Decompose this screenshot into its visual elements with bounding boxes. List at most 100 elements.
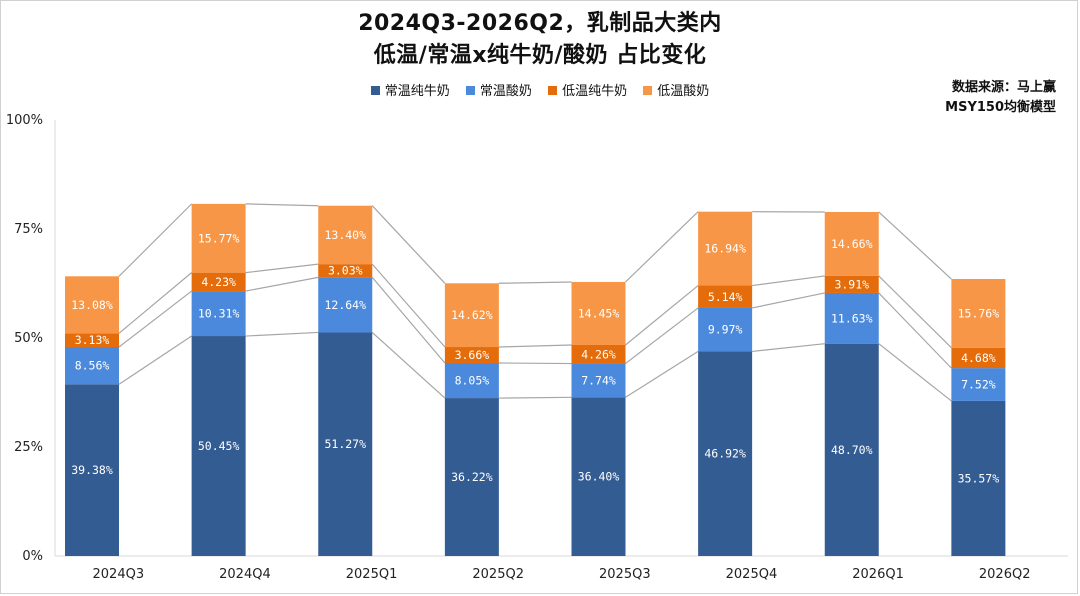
bar-segment [951, 368, 1006, 401]
x-tick-label: 2026Q2 [979, 567, 1031, 582]
series-connector-line [625, 285, 699, 346]
data-label: 7.74% [581, 373, 616, 387]
bar-segment [444, 398, 499, 556]
bar-segment [824, 275, 879, 293]
data-label: 3.66% [455, 348, 490, 362]
data-label: 36.40% [578, 470, 620, 484]
series-connector-line [752, 292, 825, 309]
data-label: 7.52% [961, 378, 996, 392]
data-label: 15.76% [958, 306, 1000, 320]
bar-segment [571, 397, 626, 556]
y-tick-label: 50% [14, 331, 43, 346]
series-connector-line [371, 332, 446, 399]
data-source-note: 数据来源：马上赢 MSY150均衡模型 [945, 78, 1056, 118]
x-tick-label: 2025Q4 [726, 567, 778, 582]
y-tick-label: 75% [14, 222, 43, 237]
legend-label: 低温纯牛奶 [562, 84, 628, 99]
bar-segment [65, 346, 119, 385]
y-tick-label: 100% [6, 113, 43, 128]
data-label: 14.66% [831, 237, 873, 251]
data-label: 14.62% [451, 308, 493, 322]
series-connector-line [371, 276, 446, 364]
series-connector-line [878, 275, 952, 349]
series-connector-line [498, 344, 572, 348]
data-label: 48.70% [831, 443, 873, 457]
bar-segment [951, 279, 1006, 348]
series-connector-line [498, 281, 572, 284]
bar-segment [444, 347, 499, 363]
legend-swatch [465, 86, 475, 95]
y-tick-label: 25% [14, 440, 43, 455]
chart-title: 2024Q3-2026Q2，乳制品大类内 低温/常温x纯牛奶/酸奶 占比变化 [0, 8, 1080, 72]
bar-segment [444, 283, 499, 348]
series-connector-line [245, 331, 319, 337]
bar-segment [65, 384, 119, 556]
data-label: 4.26% [581, 347, 616, 361]
bar-segment [698, 307, 753, 352]
bar-segment [951, 347, 1006, 369]
series-connector-line [878, 343, 952, 402]
data-label: 3.91% [834, 277, 869, 291]
data-label: 4.23% [201, 275, 236, 289]
legend-label: 低温酸奶 [657, 84, 710, 99]
bar-segment [571, 281, 626, 345]
bar-segment [318, 277, 373, 333]
data-label: 5.14% [708, 290, 743, 304]
chart-legend: 常温纯牛奶 常温酸奶 低温纯牛奶 低温酸奶 [0, 80, 1080, 99]
chart-title-line1: 2024Q3-2026Q2，乳制品大类内 [358, 11, 722, 36]
data-label: 51.27% [324, 437, 366, 451]
data-label: 12.64% [324, 298, 366, 312]
series-connector-line [625, 350, 699, 398]
series-connector-line [118, 290, 192, 348]
bar-segment [571, 363, 626, 398]
series-connector-line [498, 396, 572, 399]
bar-segment [571, 344, 626, 364]
bar-segment [65, 276, 119, 334]
legend-item-diwen-yogurt: 低温酸奶 [643, 80, 709, 99]
y-tick-label: 0% [22, 549, 43, 564]
data-label: 3.13% [75, 333, 110, 347]
x-tick-label: 2025Q3 [599, 567, 651, 582]
data-label: 39.38% [71, 463, 113, 477]
legend-label: 常温酸奶 [479, 84, 532, 99]
bar-segment [698, 351, 753, 556]
series-connector-line [752, 343, 825, 353]
data-label: 13.08% [71, 298, 113, 312]
series-lines [118, 203, 952, 402]
data-label: 15.77% [198, 231, 240, 245]
data-label: 3.03% [328, 264, 363, 278]
series-connector-line [498, 362, 572, 365]
data-label: 50.45% [198, 439, 240, 453]
bar-segment [698, 285, 753, 308]
data-label: 46.92% [704, 447, 746, 461]
x-tick-label: 2025Q1 [346, 567, 398, 582]
series-connector-line [625, 211, 699, 283]
bar-segment [318, 205, 373, 265]
series-connector-line [878, 211, 952, 280]
series-connector-line [371, 205, 446, 284]
bar-segment [824, 292, 879, 344]
x-tick-label: 2026Q1 [852, 567, 904, 582]
series-connector-line [371, 263, 446, 348]
legend-item-diwen-milk: 低温纯牛奶 [548, 80, 627, 99]
data-label: 11.63% [831, 311, 873, 325]
source-line-2: MSY150均衡模型 [945, 100, 1056, 115]
legend-item-changwen-yogurt: 常温酸奶 [465, 80, 532, 99]
series-connector-line [245, 276, 319, 292]
x-tick-label: 2025Q2 [472, 567, 524, 582]
series-connector-line [118, 272, 193, 334]
data-label: 8.05% [455, 374, 490, 388]
bar-segment [191, 336, 246, 556]
x-tick-label: 2024Q4 [219, 567, 271, 582]
data-label: 9.97% [708, 323, 743, 337]
series-connector-line [118, 203, 193, 277]
bar-segment [444, 362, 499, 399]
data-label: 14.45% [578, 306, 620, 320]
bar-segment [191, 272, 246, 292]
data-label: 36.22% [451, 470, 493, 484]
data-label: 35.57% [958, 471, 1000, 485]
bar-segment [824, 211, 879, 276]
legend-item-changwen-milk: 常温纯牛奶 [370, 80, 450, 99]
data-label: 13.40% [324, 228, 366, 242]
